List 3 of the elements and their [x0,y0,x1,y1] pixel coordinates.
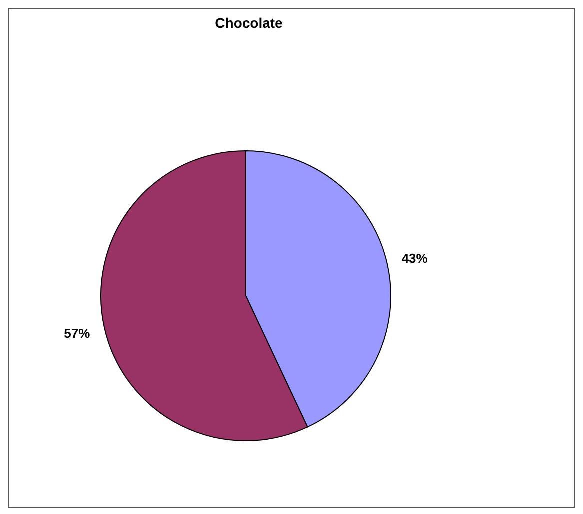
data-label: 43% [402,250,428,266]
data-label: 57% [64,326,91,342]
chart-title: Chocolate [214,15,284,31]
